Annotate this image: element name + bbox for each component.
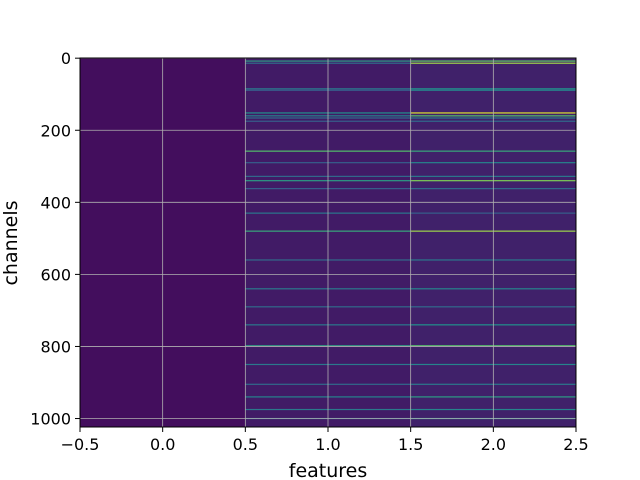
y-axis-label: channels [0, 200, 22, 285]
y-tick-label: 200 [40, 121, 71, 140]
y-tick-label: 800 [40, 337, 71, 356]
y-tick-label: 1000 [30, 410, 71, 429]
x-tick-label: 2.5 [563, 435, 588, 454]
x-tick-label: 1.5 [398, 435, 423, 454]
y-tick-label: 400 [40, 193, 71, 212]
x-tick-label: 1.0 [315, 435, 340, 454]
x-tick-label: 2.0 [481, 435, 506, 454]
y-axis-ticks: 0 200 400 600 800 1000 [30, 49, 80, 429]
x-tick-label: 0.5 [233, 435, 258, 454]
x-axis-ticks: −0.5 0.0 0.5 1.0 1.5 2.0 2.5 [61, 427, 589, 454]
x-axis-label: features [289, 460, 368, 480]
x-tick-label: 0.0 [150, 435, 175, 454]
x-tick-label: −0.5 [61, 435, 100, 454]
y-tick-label: 600 [40, 265, 71, 284]
y-tick-label: 0 [61, 49, 71, 68]
